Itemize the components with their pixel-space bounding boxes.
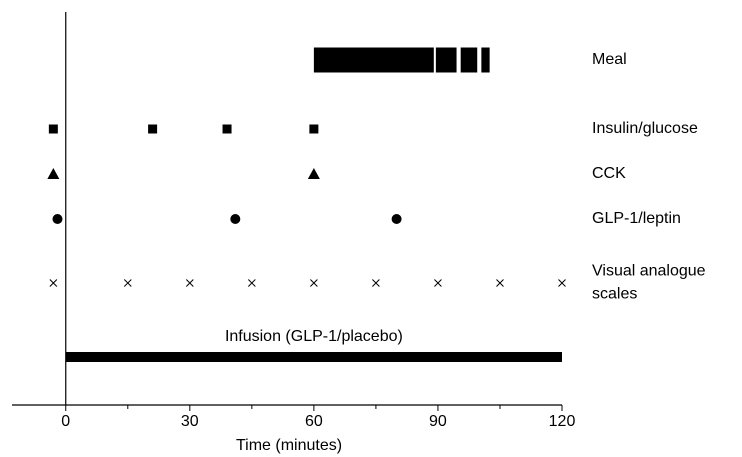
circle-marker	[230, 214, 241, 224]
cross-marker	[434, 279, 442, 287]
row-label: Meal	[592, 51, 627, 68]
cross-marker	[496, 279, 504, 287]
x-tick-label: 60	[305, 413, 323, 430]
x-axis-title: Time (minutes)	[236, 437, 342, 454]
row-label: GLP-1/leptin	[592, 210, 681, 227]
triangle-marker	[307, 168, 320, 179]
circle-marker	[52, 214, 63, 224]
bar-segment	[313, 47, 434, 73]
infusion-label: Infusion (GLP-1/placebo)	[225, 328, 403, 345]
x-tick-label: 120	[549, 413, 576, 430]
cross-marker	[123, 279, 132, 287]
cross-marker	[49, 279, 58, 287]
circle-marker	[391, 214, 402, 224]
row-label: scales	[592, 286, 637, 303]
x-tick-label: 90	[429, 413, 447, 430]
bar-segment	[435, 47, 457, 73]
row-label: Insulin/glucose	[592, 120, 698, 137]
cross-marker	[372, 279, 380, 287]
row-label: CCK	[592, 165, 626, 182]
x-tick-label: 0	[61, 413, 70, 430]
cross-marker	[247, 279, 256, 287]
bar-segment	[481, 47, 490, 73]
cross-marker	[185, 279, 194, 287]
cross-marker	[558, 279, 566, 287]
x-tick-label: 30	[181, 413, 199, 430]
square-marker	[222, 124, 232, 134]
row-label: Visual analogue	[592, 263, 706, 280]
bar-segment	[65, 352, 562, 362]
triangle-marker	[47, 168, 60, 179]
square-marker	[148, 124, 158, 134]
cross-marker	[310, 279, 318, 287]
square-marker	[48, 124, 58, 134]
bar-segment	[460, 47, 478, 73]
square-marker	[309, 124, 319, 134]
